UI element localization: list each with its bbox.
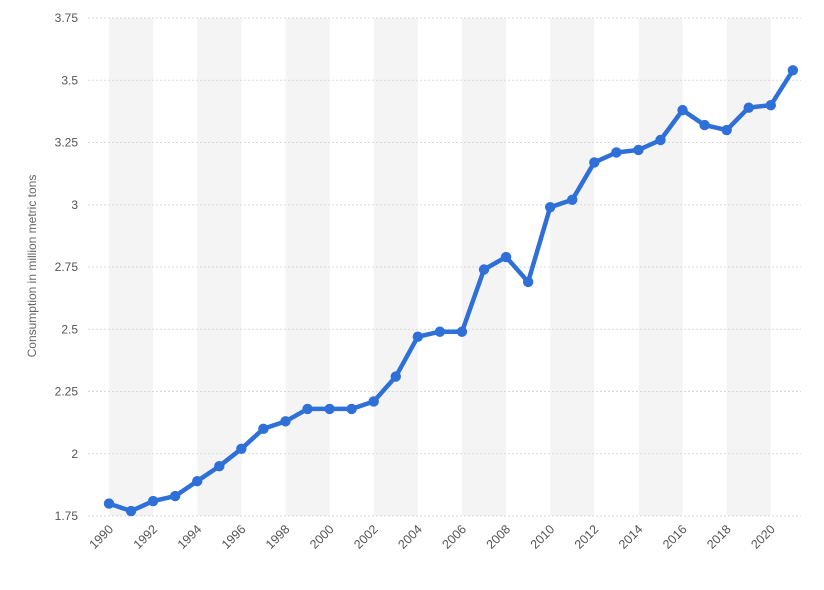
- y-tick-label: 3.5: [61, 73, 78, 87]
- data-point[interactable]: [412, 331, 424, 342]
- data-point[interactable]: [522, 276, 534, 288]
- y-tick-label: 1.75: [55, 509, 79, 523]
- data-point[interactable]: [125, 505, 137, 517]
- data-point[interactable]: [655, 134, 666, 146]
- data-point[interactable]: [500, 251, 512, 263]
- x-tick-label: 2014: [616, 522, 646, 552]
- data-point[interactable]: [302, 403, 313, 415]
- x-tick-label: 2004: [395, 522, 425, 552]
- y-tick-label: 2.25: [55, 385, 79, 399]
- x-tick-label: 2012: [572, 522, 602, 552]
- data-point[interactable]: [434, 326, 446, 337]
- data-point[interactable]: [567, 194, 578, 205]
- data-point[interactable]: [324, 403, 335, 415]
- data-point[interactable]: [765, 99, 776, 111]
- data-point[interactable]: [633, 144, 644, 156]
- data-point[interactable]: [258, 423, 269, 435]
- x-tick-label: 2002: [351, 522, 381, 552]
- x-tick-label: 2006: [440, 522, 470, 552]
- data-point[interactable]: [390, 371, 401, 382]
- data-point[interactable]: [280, 416, 291, 427]
- data-point[interactable]: [743, 102, 754, 113]
- data-point[interactable]: [478, 264, 490, 275]
- y-tick-label: 3.25: [55, 136, 79, 150]
- data-point[interactable]: [545, 202, 556, 213]
- y-tick-label: 2.75: [55, 260, 79, 274]
- data-point[interactable]: [721, 124, 732, 136]
- x-tick-label: 2000: [307, 522, 337, 552]
- y-tick-label: 3: [71, 198, 78, 212]
- x-axis-ticks: 1990 1992 1994 1996 1998 2000 2002 2004 2006 2008…: [87, 522, 778, 552]
- y-tick-label: 3.75: [55, 11, 79, 25]
- data-points: [103, 65, 799, 517]
- data-point[interactable]: [147, 495, 159, 507]
- background-band: [197, 18, 242, 516]
- y-tick-label: 2.5: [61, 322, 78, 336]
- y-tick-label: 2: [71, 447, 78, 461]
- x-tick-label: 1998: [263, 522, 293, 552]
- x-tick-label: 2018: [704, 522, 734, 552]
- data-point[interactable]: [787, 65, 799, 76]
- x-tick-label: 2008: [484, 522, 514, 552]
- data-point[interactable]: [456, 326, 468, 337]
- y-axis-ticks: 1.75 2 2.25 2.5 2.75 3 3.25 3.5 3.75: [55, 11, 79, 523]
- data-point[interactable]: [368, 396, 379, 407]
- data-point[interactable]: [677, 104, 688, 116]
- y-axis-title: Consumption in million metric tons: [25, 175, 39, 358]
- data-point[interactable]: [589, 157, 600, 168]
- data-point[interactable]: [103, 498, 115, 509]
- background-band: [109, 18, 154, 516]
- x-tick-label: 2020: [748, 522, 778, 552]
- data-point[interactable]: [236, 443, 247, 454]
- data-point[interactable]: [214, 461, 225, 472]
- data-point[interactable]: [346, 403, 357, 415]
- x-tick-label: 1990: [87, 522, 117, 552]
- data-point[interactable]: [611, 147, 622, 158]
- x-tick-label: 2016: [660, 522, 690, 552]
- horizontal-gridlines: [88, 17, 801, 517]
- x-tick-label: 2010: [528, 522, 558, 552]
- data-point[interactable]: [192, 475, 203, 487]
- x-tick-label: 1994: [175, 522, 205, 552]
- data-point[interactable]: [169, 490, 181, 502]
- x-tick-label: 1992: [131, 522, 161, 552]
- x-tick-label: 1996: [219, 522, 249, 552]
- data-point[interactable]: [699, 119, 710, 131]
